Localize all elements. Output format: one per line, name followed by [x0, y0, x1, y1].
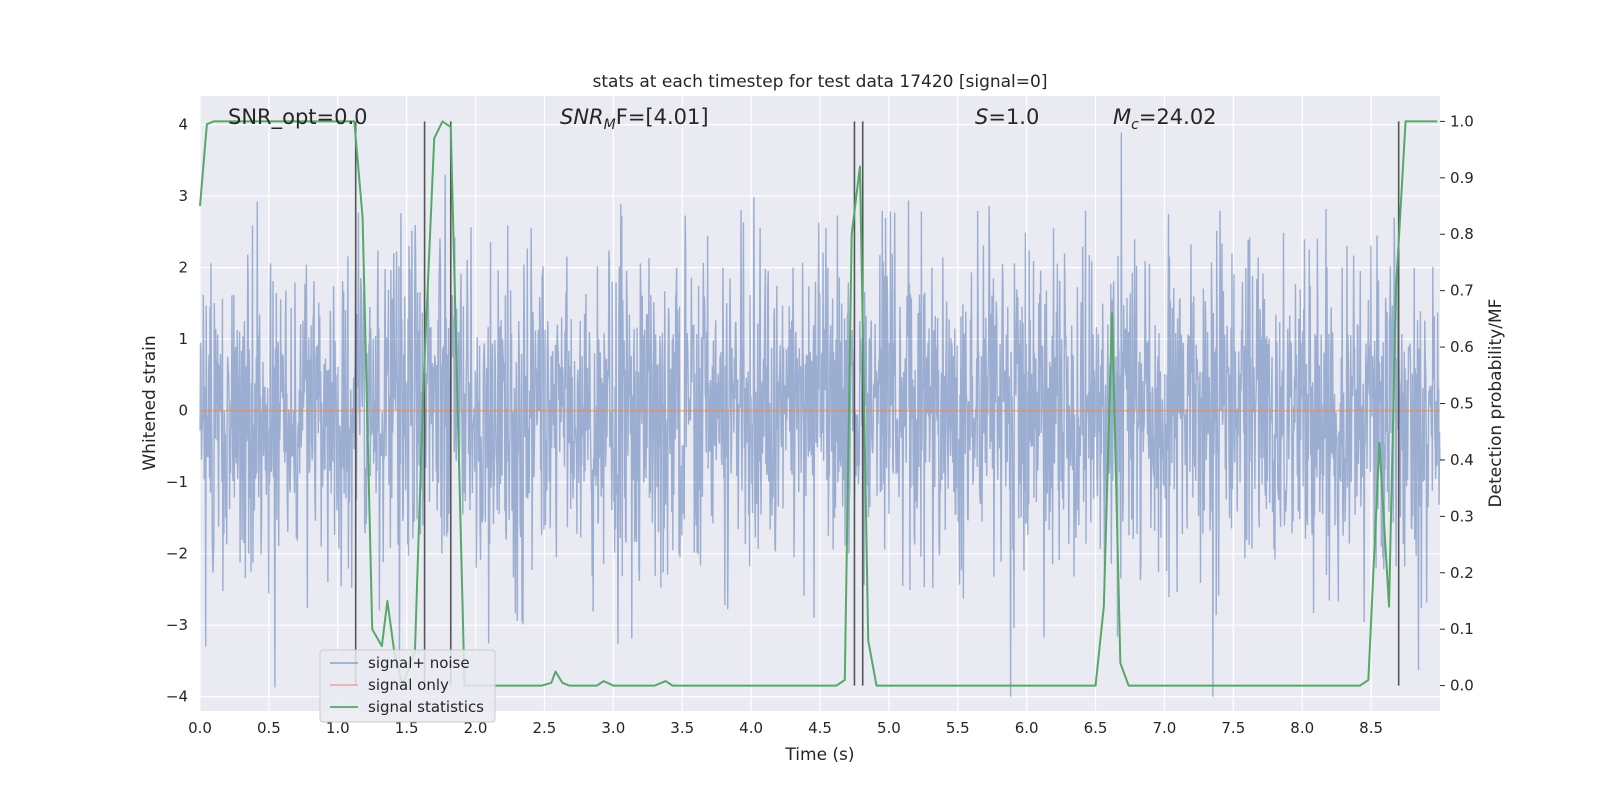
y-left-tick-label: −1 — [166, 473, 188, 491]
x-tick-label: 4.0 — [739, 719, 763, 737]
y-left-tick-label: 0 — [178, 402, 188, 420]
x-tick-label: 1.0 — [326, 719, 350, 737]
mc-suffix: =24.02 — [1139, 105, 1217, 129]
s-prefix: S — [975, 105, 988, 129]
s-suffix: =1.0 — [988, 105, 1039, 129]
legend-label-signal-only: signal only — [368, 676, 449, 694]
y-right-tick-label: 0.4 — [1450, 451, 1474, 469]
x-tick-label: 5.0 — [877, 719, 901, 737]
snr-mf-prefix: SNR — [560, 105, 604, 129]
signal-noise-series — [199, 132, 1441, 697]
x-tick-label: 3.0 — [601, 719, 625, 737]
y-right-tick-label: 0.7 — [1450, 282, 1474, 300]
x-tick-label: 8.5 — [1359, 719, 1383, 737]
y-left-tick-label: 1 — [178, 330, 188, 348]
x-tick-label: 8.0 — [1290, 719, 1314, 737]
y-right-tick-label: 0.2 — [1450, 564, 1474, 582]
x-tick-label: 5.5 — [946, 719, 970, 737]
signal-noise-line — [199, 132, 1441, 697]
legend: signal+ noise signal only signal statist… — [319, 649, 496, 723]
y-left-tick-label: −2 — [166, 545, 188, 563]
vertical-markers — [354, 121, 1400, 686]
y-right-tick-label: 0.9 — [1450, 169, 1474, 187]
y-right-tick-label: 0.3 — [1450, 507, 1474, 525]
y-right-tick-label: 1.0 — [1450, 112, 1474, 130]
y-left-tick-label: 3 — [178, 187, 188, 205]
legend-box — [319, 649, 496, 723]
mc-prefix: M — [1113, 105, 1131, 129]
x-tick-label: 4.5 — [808, 719, 832, 737]
y-axis-label-left: Whitened strain — [140, 335, 160, 470]
y-right-tick-label: 0.5 — [1450, 395, 1474, 413]
x-axis-label: Time (s) — [784, 745, 854, 765]
x-tick-label: 0.0 — [188, 719, 212, 737]
x-tick-label: 6.0 — [1015, 719, 1039, 737]
chart-title: stats at each timestep for test data 174… — [593, 72, 1048, 92]
y-right-tick-label: 0.6 — [1450, 338, 1474, 356]
y-right-tick-label: 0.0 — [1450, 677, 1474, 695]
snr-mf-suffix: F=[4.01] — [616, 105, 709, 129]
y-right-tick-label: 0.8 — [1450, 225, 1474, 243]
x-tick-label: 7.0 — [1153, 719, 1177, 737]
y-left-tick-label: 2 — [178, 259, 188, 277]
x-tick-label: 1.5 — [395, 719, 419, 737]
x-tick-label: 6.5 — [1084, 719, 1108, 737]
x-tick-label: 2.0 — [464, 719, 488, 737]
mc-sub: c — [1131, 117, 1139, 133]
y-left-tick-label: −3 — [166, 616, 188, 634]
annotation-mc: Mc=24.02 — [1113, 105, 1217, 133]
annotation-snr-mf: SNRMF=[4.01] — [560, 105, 709, 133]
tick-labels: 0.0 0.5 1.0 1.5 2.0 2.5 3.0 3.5 4.0 4.5 5.0 5.5 6.0 6… — [166, 112, 1474, 737]
annotation-s: S=1.0 — [975, 105, 1039, 129]
y-left-tick-label: 4 — [178, 116, 188, 134]
y-axis-label-right: Detection probability/MF — [1486, 299, 1506, 508]
x-tick-label: 2.5 — [533, 719, 557, 737]
y-right-tick-label: 0.1 — [1450, 620, 1474, 638]
x-tick-label: 3.5 — [670, 719, 694, 737]
legend-label-signal-statistics: signal statistics — [368, 698, 484, 716]
y-left-tick-label: −4 — [166, 688, 188, 706]
snr-mf-sub: M — [604, 117, 616, 133]
x-tick-label: 7.5 — [1221, 719, 1245, 737]
x-tick-label: 0.5 — [257, 719, 281, 737]
legend-label-signal-noise: signal+ noise — [368, 654, 470, 672]
annotation-snr-opt: SNR_opt=0.0 — [228, 105, 368, 130]
